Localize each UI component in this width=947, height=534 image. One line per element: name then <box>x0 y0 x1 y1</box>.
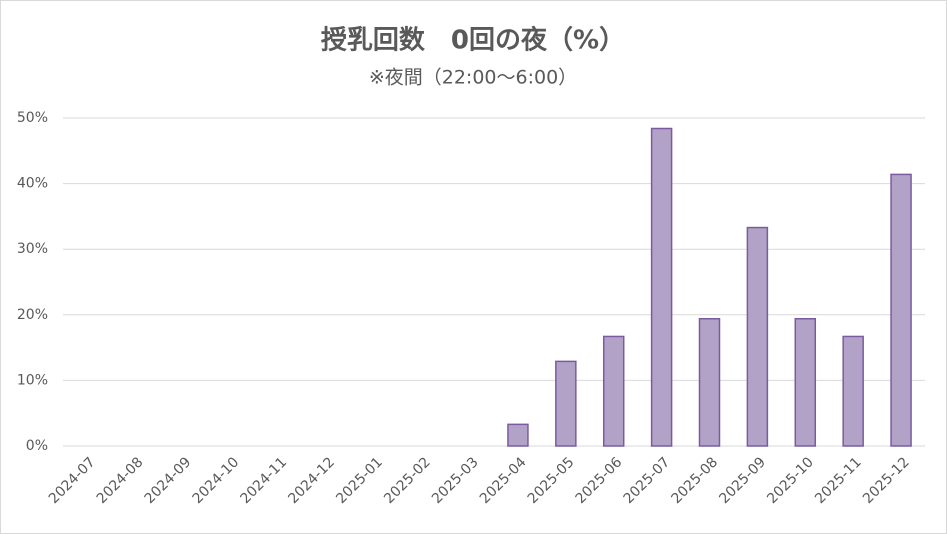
bar <box>555 360 577 447</box>
bar <box>842 335 864 447</box>
bar <box>746 226 769 447</box>
y-tick-label: 0% <box>26 438 48 454</box>
bar <box>507 423 529 447</box>
bar <box>890 173 912 447</box>
y-tick-label: 10% <box>17 372 48 388</box>
chart-subtitle: ※夜間（22:00～6:00） <box>369 67 577 89</box>
bar <box>794 317 817 447</box>
y-tick-label: 20% <box>17 307 48 323</box>
bar <box>698 317 721 447</box>
chart-title: 授乳回数 0回の夜（%） <box>321 25 625 56</box>
y-tick-label: 40% <box>17 176 48 192</box>
y-tick-label: 50% <box>17 110 48 126</box>
y-tick-label: 30% <box>17 241 48 257</box>
bar <box>602 335 625 447</box>
bar <box>650 127 673 447</box>
